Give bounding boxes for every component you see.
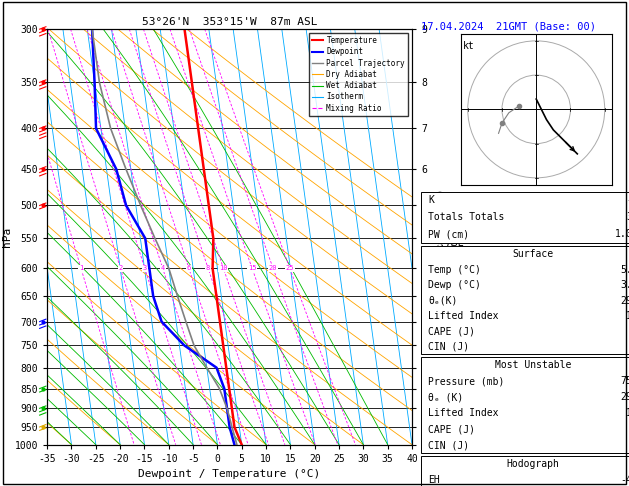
Y-axis label: km
ASL: km ASL [447, 226, 464, 248]
Text: Mixing Ratio (g/kg): Mixing Ratio (g/kg) [437, 190, 446, 284]
Legend: Temperature, Dewpoint, Parcel Trajectory, Dry Adiabat, Wet Adiabat, Isotherm, Mi: Temperature, Dewpoint, Parcel Trajectory… [309, 33, 408, 116]
Text: kt: kt [462, 41, 474, 51]
Text: 15: 15 [248, 265, 257, 271]
Text: PW (cm): PW (cm) [428, 229, 469, 240]
Bar [421, 192, 629, 243]
Text: Most Unstable: Most Unstable [495, 360, 571, 370]
Text: 14: 14 [626, 311, 629, 321]
Text: EH: EH [428, 475, 440, 485]
Text: Lifted Index: Lifted Index [428, 311, 499, 321]
Text: 3.5: 3.5 [620, 280, 629, 290]
Bar [421, 456, 629, 486]
Text: Pressure (mb): Pressure (mb) [428, 376, 504, 386]
X-axis label: Dewpoint / Temperature (°C): Dewpoint / Temperature (°C) [138, 469, 321, 479]
Text: Totals Totals: Totals Totals [428, 212, 504, 223]
Text: -2: -2 [626, 195, 629, 206]
Text: Hodograph: Hodograph [506, 459, 560, 469]
Text: 1: 1 [79, 265, 83, 271]
Text: Surface: Surface [513, 249, 554, 260]
Text: 750: 750 [620, 376, 629, 386]
Bar [421, 357, 629, 453]
Y-axis label: hPa: hPa [2, 227, 12, 247]
Text: 290: 290 [620, 295, 629, 306]
Text: Dewp (°C): Dewp (°C) [428, 280, 481, 290]
Text: 10: 10 [219, 265, 228, 271]
Text: 1.01: 1.01 [615, 229, 629, 240]
Text: 10: 10 [626, 408, 629, 418]
Title: 53°26'N  353°15'W  87m ASL: 53°26'N 353°15'W 87m ASL [142, 17, 318, 27]
Text: 3: 3 [143, 265, 147, 271]
Text: 20: 20 [269, 265, 277, 271]
Bar [421, 246, 629, 354]
Text: -42: -42 [620, 475, 629, 485]
Text: 8: 8 [206, 265, 210, 271]
Text: CAPE (J): CAPE (J) [428, 327, 475, 336]
Text: 17.04.2024  21GMT (Base: 00): 17.04.2024 21GMT (Base: 00) [421, 22, 596, 32]
Text: CAPE (J): CAPE (J) [428, 424, 475, 434]
Text: 4: 4 [160, 265, 165, 271]
Text: θₑ(K): θₑ(K) [428, 295, 457, 306]
Text: 25: 25 [286, 265, 294, 271]
Text: 5.2: 5.2 [620, 265, 629, 275]
Text: 32: 32 [626, 212, 629, 223]
Text: 2: 2 [118, 265, 123, 271]
Text: 6: 6 [187, 265, 191, 271]
Text: Lifted Index: Lifted Index [428, 408, 499, 418]
Text: Temp (°C): Temp (°C) [428, 265, 481, 275]
Text: CIN (J): CIN (J) [428, 342, 469, 352]
Text: CIN (J): CIN (J) [428, 440, 469, 451]
Text: K: K [428, 195, 434, 206]
Text: 295: 295 [620, 392, 629, 402]
Text: θₑ (K): θₑ (K) [428, 392, 464, 402]
